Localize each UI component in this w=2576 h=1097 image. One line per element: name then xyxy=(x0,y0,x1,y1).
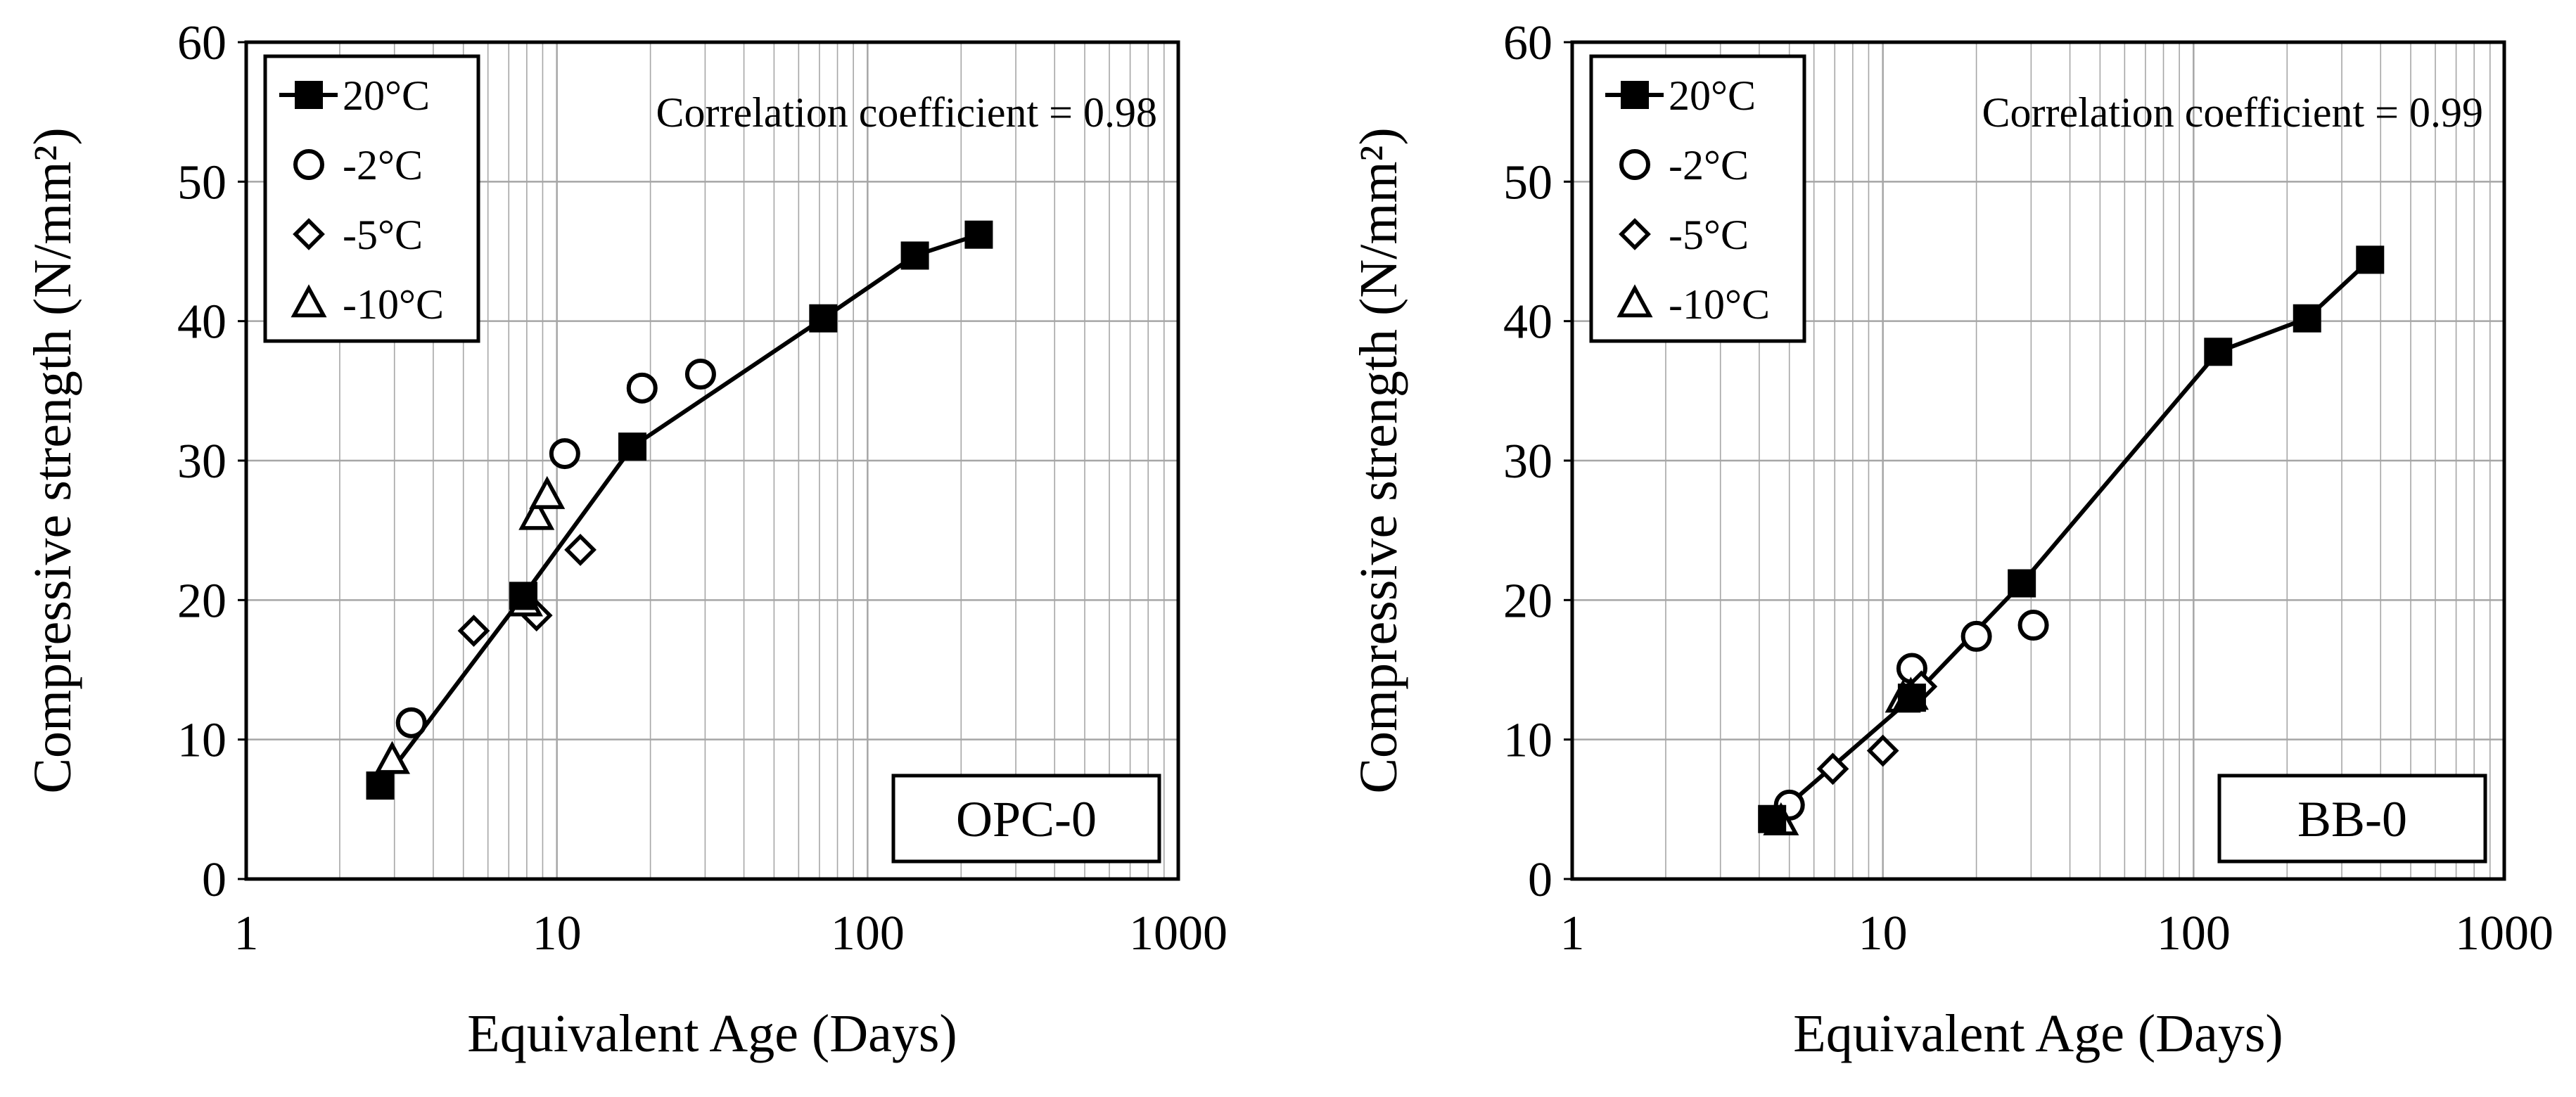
x-tick-label: 1000 xyxy=(1129,906,1228,961)
x-tick-label: 10 xyxy=(1858,906,1908,961)
y-axis-label: Compressive strength (N/mm²) xyxy=(23,127,82,793)
data-point xyxy=(964,220,993,249)
correlation-annotation: Correlation coefficient = 0.98 xyxy=(656,89,1158,136)
legend-label: -2°C xyxy=(1669,142,1749,188)
data-point xyxy=(1960,620,1992,652)
data-point xyxy=(509,582,538,610)
y-tick-label: 50 xyxy=(1503,155,1552,210)
y-tick-label: 0 xyxy=(1528,853,1552,907)
data-point xyxy=(900,241,929,270)
data-point xyxy=(626,372,658,404)
y-tick-label: 30 xyxy=(177,435,227,489)
x-tick-label: 1 xyxy=(234,906,259,961)
data-point xyxy=(2008,569,2036,598)
data-point xyxy=(529,475,566,509)
legend: 20°C -2°C -5°C -10°C xyxy=(1589,54,1806,343)
legend-label: -5°C xyxy=(343,212,423,258)
data-point xyxy=(1758,804,1787,833)
legend-marker xyxy=(1619,149,1650,180)
y-tick-label: 40 xyxy=(177,295,227,349)
x-tick-label: 1 xyxy=(1560,906,1585,961)
legend-label: -2°C xyxy=(343,142,423,188)
data-point xyxy=(366,771,395,800)
series-1 xyxy=(366,220,993,800)
y-tick-label: 50 xyxy=(177,155,227,210)
panel-label: OPC-0 xyxy=(956,791,1097,847)
data-point xyxy=(395,707,427,738)
data-point xyxy=(2356,245,2385,274)
y-tick-label: 40 xyxy=(1503,295,1552,349)
x-axis-label: Equivalent Age (Days) xyxy=(467,1004,957,1063)
series-2 xyxy=(1773,610,2049,821)
legend: 20°C -2°C -5°C -10°C xyxy=(263,54,480,343)
chart-panel-2: 0 10 20 30 40 50 60 1 10 100 1000 Equivalent Age (D… xyxy=(1349,16,2553,1063)
data-point xyxy=(518,496,555,530)
x-tick-label: 1000 xyxy=(2455,906,2553,961)
plot-frame xyxy=(244,40,1180,881)
correlation-annotation: Correlation coefficient = 0.99 xyxy=(1982,89,2484,136)
grid xyxy=(246,42,1178,879)
legend-marker xyxy=(293,218,325,250)
y-tick-label: 10 xyxy=(1503,714,1552,768)
chart-panel-1: 0 10 20 30 40 50 60 1 10 100 1000 Equivalent Age (D… xyxy=(23,16,1228,1063)
legend-marker xyxy=(1621,81,1649,109)
plot-frame xyxy=(1570,40,2506,881)
y-tick-label: 10 xyxy=(177,714,227,768)
data-point xyxy=(1897,684,1926,712)
series-line-1 xyxy=(1771,258,2372,821)
y-tick-label: 20 xyxy=(177,574,227,628)
legend-marker xyxy=(295,81,323,109)
legend-marker xyxy=(1617,284,1653,318)
data-point xyxy=(2017,610,2049,641)
data-point xyxy=(549,438,580,470)
data-point xyxy=(684,359,716,390)
x-tick-label: 100 xyxy=(2157,906,2231,961)
y-tick-label: 0 xyxy=(202,853,227,907)
data-point xyxy=(618,432,647,461)
y-tick-label: 60 xyxy=(1503,16,1552,70)
legend-label: -10°C xyxy=(1669,281,1770,328)
legend-label: -10°C xyxy=(343,281,444,328)
x-axis-label: Equivalent Age (Days) xyxy=(1793,1004,2283,1063)
x-tick-label: 10 xyxy=(533,906,582,961)
legend-label: -5°C xyxy=(1669,212,1749,258)
legend-marker xyxy=(293,149,324,180)
legend-label: 20°C xyxy=(1669,72,1756,119)
data-point xyxy=(457,615,490,647)
legend-marker xyxy=(1619,218,1651,250)
data-point xyxy=(2293,304,2321,333)
legend-label: 20°C xyxy=(343,72,430,119)
y-tick-label: 30 xyxy=(1503,435,1552,489)
data-point xyxy=(1816,752,1849,785)
y-axis-label: Compressive strength (N/mm²) xyxy=(1349,127,1408,793)
panel-label-box xyxy=(891,774,1161,864)
data-point xyxy=(564,534,597,566)
data-point xyxy=(1866,734,1899,767)
series-1 xyxy=(1758,245,2385,833)
y-tick-label: 60 xyxy=(177,16,227,70)
panel-label: BB-0 xyxy=(2297,791,2407,847)
data-point xyxy=(2204,338,2233,366)
series-2 xyxy=(395,359,716,738)
panel-label-box xyxy=(2217,774,2487,864)
y-tick-label: 20 xyxy=(1503,574,1552,628)
x-tick-label: 100 xyxy=(831,906,905,961)
legend-marker xyxy=(291,284,327,318)
data-point xyxy=(809,304,838,333)
